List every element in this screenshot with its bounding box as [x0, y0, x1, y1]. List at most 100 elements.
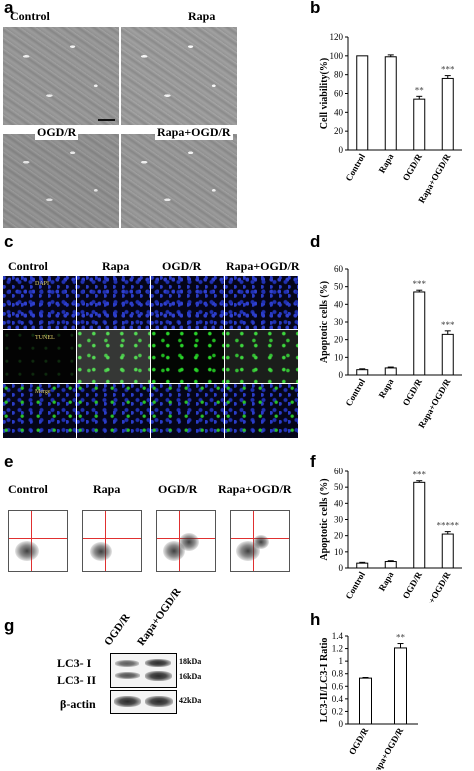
size-marker-18kda: 18kDa	[179, 657, 202, 666]
blot-lc3	[110, 653, 177, 688]
category-label: Control	[343, 152, 367, 183]
tunel-dapi-ogdr	[151, 276, 224, 329]
y-tick-label: 40	[334, 107, 344, 117]
significance-label: **	[415, 85, 425, 95]
y-tick-label: 20	[334, 531, 344, 541]
category-label: OGD/R	[401, 570, 425, 601]
y-tick-label: 1	[339, 656, 344, 666]
flow-plot-rapa-ogdr	[230, 510, 290, 572]
category-label: Control	[343, 570, 367, 601]
micrograph-rapa	[121, 27, 237, 125]
y-tick-label: 100	[330, 51, 344, 61]
significance-label: ***	[413, 279, 427, 289]
y-tick-label: 30	[334, 515, 344, 525]
y-axis-label: LC3-II/LC3-I Ratio	[319, 638, 330, 723]
row-label-tunel: TUNEL	[35, 335, 55, 341]
tunel-col-rapa-ogdr: Rapa+OGD/R	[226, 259, 300, 273]
significance-label: ***	[441, 65, 455, 75]
micrograph-rapa-ogdr	[121, 134, 237, 228]
panel-label-d: d	[310, 232, 321, 251]
bar	[394, 647, 407, 725]
y-tick-label: 120	[330, 32, 344, 42]
tunel-merge-rapa	[77, 384, 150, 438]
tunel-tunel-ogdr	[151, 330, 224, 383]
y-axis-label: Apoptotic cells (%)	[319, 478, 330, 560]
y-tick-label: 20	[334, 126, 344, 136]
tunel-col-rapa: Rapa	[102, 259, 130, 273]
y-tick-label: 50	[334, 482, 344, 492]
bar	[413, 481, 426, 569]
blot-lane-label-2: Rapa+OGD/R	[135, 585, 184, 648]
bar	[356, 55, 369, 151]
micrograph-title-rapa: Rapa	[188, 9, 216, 23]
micrograph-title-control: Control	[10, 9, 50, 23]
y-tick-label: 1.2	[332, 644, 343, 654]
category-label: Rapa	[377, 377, 396, 400]
bar	[384, 561, 397, 569]
tunel-dapi-rapa-ogdr	[225, 276, 298, 329]
category-label: OGD/R	[401, 152, 425, 183]
y-tick-label: 0.4	[332, 694, 344, 704]
bar	[441, 533, 454, 569]
bar	[441, 333, 454, 376]
flow-col-rapa-ogdr: Rapa+OGD/R	[218, 482, 292, 496]
bar	[413, 291, 426, 376]
y-tick-label: 10	[334, 352, 344, 362]
bar	[356, 562, 369, 569]
bar	[441, 77, 454, 151]
y-tick-label: 60	[334, 264, 344, 274]
panel-label-a: a	[4, 0, 14, 17]
y-tick-label: 0.2	[332, 706, 343, 716]
tunel-merge-rapa-ogdr	[225, 384, 298, 438]
bar	[413, 98, 426, 151]
significance-label: *****	[437, 521, 460, 531]
band-label-beta-actin: β-actin	[60, 697, 96, 711]
chart-d: 0 10 20 30 40 50 60 Apoptotic cells (%) Control R…	[319, 264, 462, 430]
category-label: OGD/R	[401, 377, 425, 408]
y-tick-label: 30	[334, 317, 344, 327]
significance-label: ***	[441, 320, 455, 330]
y-tick-label: 0	[339, 719, 344, 729]
flow-col-rapa: Rapa	[93, 482, 121, 496]
panel-label-b: b	[310, 0, 321, 17]
bar	[356, 369, 369, 376]
size-marker-16kda: 16kDa	[179, 672, 202, 681]
bar	[384, 367, 397, 376]
category-label: Rapa	[377, 152, 396, 175]
significance-label: ***	[413, 470, 427, 480]
flow-plot-ogdr	[156, 510, 216, 572]
tunel-grid: DAPI TUNEL Merge	[3, 276, 298, 438]
category-label: OGD/R	[347, 726, 371, 757]
y-tick-label: 60	[334, 468, 344, 476]
y-tick-label: 40	[334, 498, 344, 508]
tunel-tunel-control	[3, 330, 76, 383]
tunel-tunel-rapa-ogdr	[225, 330, 298, 383]
panel-label-c: c	[4, 232, 14, 251]
panel-label-f: f	[310, 452, 316, 471]
blot-beta-actin	[110, 690, 177, 714]
panel-label-h: h	[310, 610, 321, 629]
tunel-merge-control	[3, 384, 76, 438]
tunel-col-control: Control	[8, 259, 48, 273]
y-tick-label: 0.8	[332, 669, 344, 679]
tunel-col-ogdr: OGD/R	[162, 259, 202, 273]
band-label-lc3-i: LC3- I	[57, 656, 92, 670]
micrograph-ogdr	[3, 134, 119, 228]
micrograph-title-ogdr: OGD/R	[35, 125, 79, 140]
y-axis-label: Cell viability(%)	[319, 58, 330, 129]
y-tick-label: 0	[339, 145, 344, 155]
flow-plot-rapa	[82, 510, 142, 572]
y-tick-label: 40	[334, 299, 344, 309]
row-label-dapi: DAPI	[35, 281, 50, 287]
y-tick-label: 0.6	[332, 681, 344, 691]
y-tick-label: 20	[334, 335, 344, 345]
panel-label-g: g	[4, 616, 15, 635]
category-label: Rapa	[377, 570, 396, 593]
tunel-dapi-control	[3, 276, 76, 329]
y-tick-label: 10	[334, 547, 344, 557]
category-label: Rapa+OGD/R	[369, 726, 405, 770]
flow-plot-control	[8, 510, 68, 572]
y-tick-label: 1.4	[332, 631, 344, 641]
y-axis-label: Apoptotic cells (%)	[319, 281, 330, 363]
micrograph-title-rapa-ogdr: Rapa+OGD/R	[155, 125, 233, 140]
